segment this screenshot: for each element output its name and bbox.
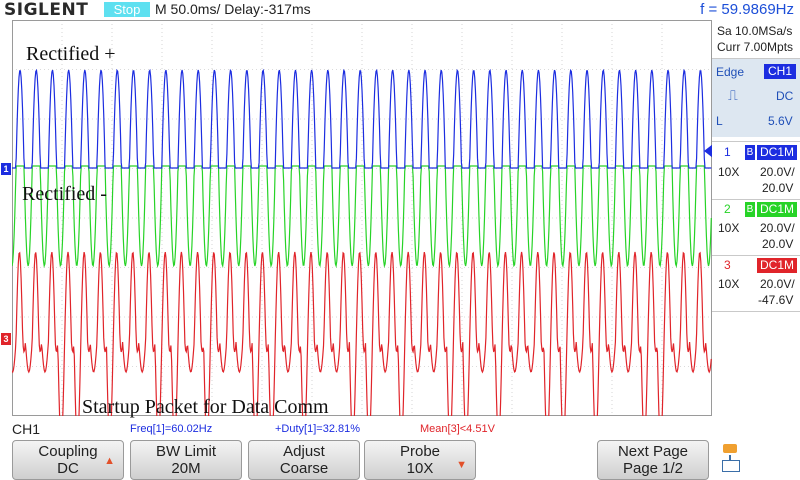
ch1-coupling: DC1M bbox=[757, 145, 797, 160]
ch2-number: 2 bbox=[724, 202, 731, 216]
ch1-bw-badge: B bbox=[745, 145, 755, 160]
ch3-number: 3 bbox=[724, 258, 731, 272]
run-stop-indicator[interactable]: Stop bbox=[104, 2, 150, 17]
coupling-softkey-title: Coupling bbox=[38, 443, 98, 460]
trigger-level-marker[interactable] bbox=[704, 144, 713, 158]
timebase-readout[interactable]: M 50.0ms/ Delay:-317ms bbox=[155, 1, 311, 17]
ch2-offset: 20.0V bbox=[762, 237, 794, 251]
adjust-softkey[interactable]: Adjust Coarse bbox=[248, 440, 360, 480]
ch1-offset: 20.0V bbox=[762, 181, 794, 195]
bw-limit-softkey-title: BW Limit bbox=[156, 443, 216, 460]
startup-packet-label: Startup Packet for Data Comm bbox=[82, 396, 329, 418]
sample-rate: Sa 10.0MSa/s bbox=[717, 24, 793, 38]
measurement-freq: Freq[1]=60.02Hz bbox=[130, 423, 213, 435]
next-page-softkey[interactable]: Next Page Page 1/2 bbox=[597, 440, 709, 480]
trigger-level: 5.6V bbox=[768, 114, 793, 128]
up-arrow-icon: ▲ bbox=[104, 455, 115, 467]
ch1-trace bbox=[12, 68, 712, 169]
probe-softkey-title: Probe bbox=[399, 443, 441, 460]
ch3-trace bbox=[12, 251, 712, 416]
ch1-offset-marker[interactable]: 1 bbox=[1, 163, 11, 175]
ch2-trace bbox=[12, 165, 712, 269]
down-arrow-icon: ▼ bbox=[456, 459, 467, 471]
ch2-panel[interactable]: 2 B DC1M 10X 20.0V/ 20.0V bbox=[712, 199, 800, 256]
ch2-scale: 20.0V/ bbox=[760, 221, 795, 235]
ch2-probe: 10X bbox=[718, 221, 740, 235]
ch3-panel[interactable]: 3 DC1M 10X 20.0V/ -47.6V bbox=[712, 255, 800, 312]
ch3-probe: 10X bbox=[718, 277, 740, 291]
trigger-mode: L bbox=[716, 114, 723, 128]
memory-depth: Curr 7.00Mpts bbox=[717, 40, 794, 54]
frequency-counter: f = 59.9869Hz bbox=[700, 1, 794, 18]
ch1-probe: 10X bbox=[718, 165, 740, 179]
top-bar: SIGLENT Stop M 50.0ms/ Delay:-317ms f = … bbox=[0, 0, 800, 20]
network-icon[interactable] bbox=[720, 442, 744, 476]
next-page-softkey-title: Next Page bbox=[617, 443, 689, 460]
adjust-softkey-title: Adjust bbox=[283, 443, 325, 460]
trigger-source: CH1 bbox=[764, 64, 796, 79]
coupling-softkey[interactable]: Coupling DC ▲ bbox=[12, 440, 124, 480]
coupling-softkey-value: DC bbox=[57, 460, 79, 477]
ch3-scale: 20.0V/ bbox=[760, 277, 795, 291]
rectified-plus-label: Rectified + bbox=[26, 43, 116, 65]
probe-softkey-value: 10X bbox=[406, 460, 434, 477]
ch1-scale: 20.0V/ bbox=[760, 165, 795, 179]
status-bar: CH1 Freq[1]=60.02Hz +Duty[1]=32.81% Mean… bbox=[0, 420, 800, 438]
ch3-offset: -47.6V bbox=[758, 293, 794, 307]
adjust-softkey-value: Coarse bbox=[279, 460, 329, 477]
waveform-display[interactable]: Rectified + Rectified - Startup Packet f… bbox=[12, 20, 712, 418]
ch3-offset-marker[interactable]: 3 bbox=[1, 333, 11, 345]
divider bbox=[712, 58, 800, 59]
right-info-panel: Sa 10.0MSa/s Curr 7.00Mpts Edge CH1 ⎍ DC… bbox=[712, 20, 800, 416]
rectified-minus-label: Rectified - bbox=[22, 183, 107, 205]
ch1-panel[interactable]: 1 B DC1M 10X 20.0V/ 20.0V bbox=[712, 141, 800, 200]
bw-limit-softkey-value: 20M bbox=[171, 460, 201, 477]
ch1-number: 1 bbox=[724, 145, 731, 159]
trigger-coupling: DC bbox=[776, 89, 794, 103]
measurement-mean: Mean[3]<4.51V bbox=[420, 423, 495, 435]
bw-limit-softkey[interactable]: BW Limit 20M bbox=[130, 440, 242, 480]
ch3-coupling: DC1M bbox=[757, 258, 797, 273]
active-channel-label: CH1 bbox=[12, 421, 41, 437]
ch2-coupling: DC1M bbox=[757, 202, 797, 217]
divider bbox=[712, 311, 800, 312]
rising-edge-icon: ⎍ bbox=[728, 87, 738, 103]
measurement-duty: +Duty[1]=32.81% bbox=[275, 423, 361, 435]
trigger-type: Edge bbox=[716, 65, 745, 79]
next-page-softkey-value: Page 1/2 bbox=[622, 460, 684, 477]
trigger-panel[interactable]: Edge CH1 ⎍ DC L 5.6V bbox=[712, 59, 800, 137]
probe-softkey[interactable]: Probe 10X ▼ bbox=[364, 440, 476, 480]
siglent-logo: SIGLENT bbox=[4, 0, 89, 20]
waveform-traces bbox=[12, 68, 712, 416]
ch2-bw-badge: B bbox=[745, 202, 755, 217]
